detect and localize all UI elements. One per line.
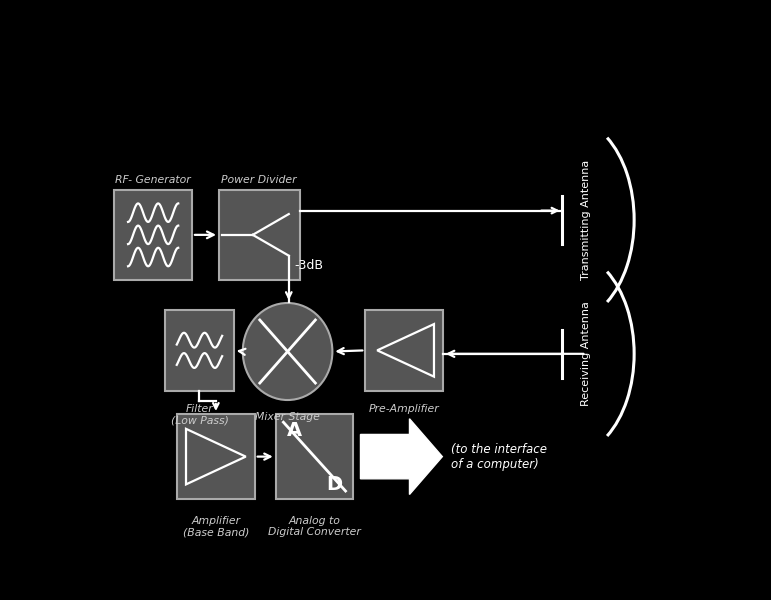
Text: (to the interface
of a computer): (to the interface of a computer)	[451, 443, 547, 470]
Text: Mixer Stage: Mixer Stage	[255, 412, 320, 422]
Bar	[177, 414, 254, 499]
Text: Power Divider: Power Divider	[221, 175, 297, 185]
Text: A: A	[287, 421, 302, 440]
Text: -3dB: -3dB	[295, 259, 324, 272]
Bar	[219, 190, 299, 280]
Text: Analog to
Digital Converter: Analog to Digital Converter	[268, 515, 361, 537]
Text: Transmitting Antenna: Transmitting Antenna	[581, 160, 591, 280]
Polygon shape	[361, 419, 443, 494]
Bar	[114, 190, 192, 280]
Text: Amplifier
(Base Band): Amplifier (Base Band)	[183, 515, 249, 537]
Bar	[276, 414, 353, 499]
Text: D: D	[326, 475, 342, 494]
Bar	[165, 310, 234, 391]
Ellipse shape	[243, 303, 332, 400]
Bar	[365, 310, 443, 391]
Text: RF- Generator: RF- Generator	[116, 175, 191, 185]
Text: Receiving Antenna: Receiving Antenna	[581, 301, 591, 406]
Text: Pre-Amplifier: Pre-Amplifier	[369, 404, 439, 414]
Text: Filter
(Low Pass): Filter (Low Pass)	[170, 404, 228, 425]
